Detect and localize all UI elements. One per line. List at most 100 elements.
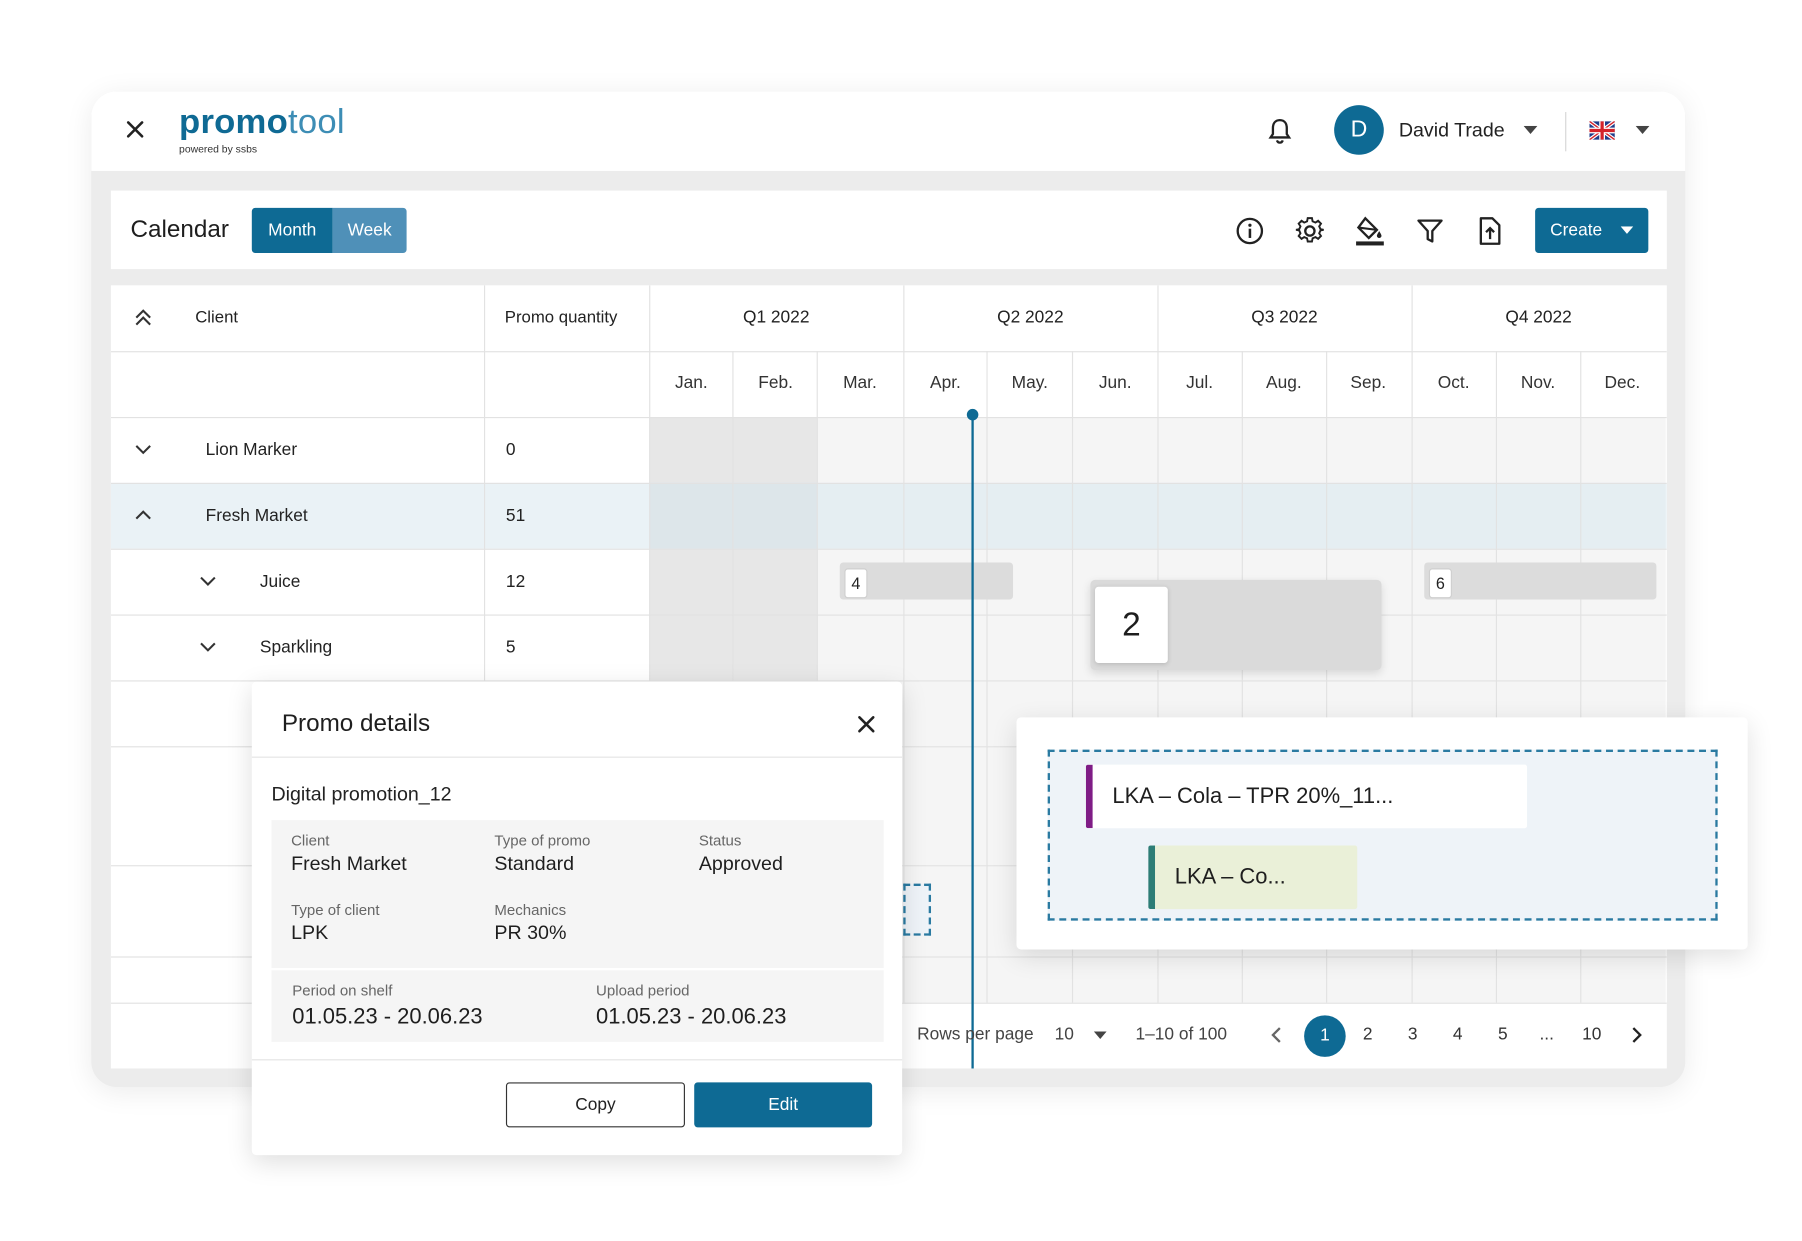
mechanics-label: Mechanics	[494, 900, 567, 919]
page-button[interactable]: 5	[1497, 1024, 1508, 1045]
promo-details-card: Promo details Digital promotion_12 Clien…	[251, 681, 903, 1156]
status-value: Approved	[698, 852, 783, 875]
dragged-promo-count: 2	[1095, 586, 1168, 664]
close-icon[interactable]	[126, 120, 144, 138]
row-qty-juice: 12	[505, 571, 526, 592]
quarter-q3: Q3 2022	[1251, 307, 1318, 327]
create-button-label: Create	[1550, 220, 1603, 241]
column-header-client[interactable]: Client	[195, 308, 239, 327]
rows-per-page-label: Rows per page	[917, 1024, 1034, 1045]
today-indicator-dot	[966, 408, 979, 421]
expand-chevron-down-icon[interactable]	[134, 440, 152, 458]
month-may: May.	[1011, 373, 1048, 393]
logo-text-light: tool	[287, 102, 345, 141]
past-months-shade	[649, 416, 818, 683]
create-button[interactable]: Create	[1535, 207, 1649, 253]
promo-drop-popover: LKA – Cola – TPR 20%_11... LKA – Co...	[1016, 717, 1748, 950]
chevron-down-icon[interactable]	[1523, 125, 1538, 135]
divider	[1565, 112, 1567, 152]
drop-zone[interactable]: LKA – Cola – TPR 20%_11... LKA – Co...	[1047, 749, 1718, 921]
bell-icon[interactable]	[1267, 117, 1292, 145]
language-chevron-icon[interactable]	[1635, 125, 1650, 135]
upload-period-label: Upload period	[596, 981, 690, 1000]
previous-page-icon[interactable]	[1268, 1026, 1284, 1044]
page-title: Calendar	[130, 216, 229, 243]
close-icon[interactable]	[857, 715, 875, 733]
row-qty-sparkling: 5	[505, 637, 516, 658]
promo-period-box: Period on shelf 01.05.23 - 20.06.23 Uplo…	[271, 970, 884, 1042]
divider	[251, 756, 903, 758]
dragged-promo-chip[interactable]: 2	[1090, 579, 1382, 670]
view-month-button[interactable]: Month	[251, 207, 333, 253]
period-on-shelf-label: Period on shelf	[292, 981, 393, 1000]
promo-info-box: Client Fresh Market Type of promo Standa…	[271, 820, 884, 968]
page-button[interactable]: 10	[1582, 1024, 1602, 1045]
month-jan: Jan.	[674, 373, 708, 393]
column-header-promo-quantity[interactable]: Promo quantity	[504, 308, 618, 327]
mechanics-value: PR 30%	[494, 921, 567, 944]
month-aug: Aug.	[1266, 373, 1302, 393]
period-on-shelf-value: 01.05.23 - 20.06.23	[292, 1004, 483, 1030]
edit-button[interactable]: Edit	[694, 1082, 873, 1128]
row-category-sparkling[interactable]: Sparkling	[259, 637, 333, 658]
expand-chevron-down-icon[interactable]	[199, 638, 217, 656]
calendar-toolbar: Calendar Month Week	[110, 190, 1667, 270]
row-client-fresh-market[interactable]: Fresh Market	[205, 505, 308, 526]
divider	[251, 1059, 903, 1061]
page-button-current[interactable]: 1	[1304, 1015, 1346, 1057]
gear-icon[interactable]	[1295, 216, 1325, 246]
promo-item[interactable]: LKA – Cola – TPR 20%_11...	[1085, 764, 1528, 829]
uk-flag-icon[interactable]	[1589, 121, 1615, 140]
logo-text-bold: promo	[179, 102, 288, 141]
header-divider	[110, 351, 1667, 353]
today-indicator	[971, 414, 974, 1069]
expand-chevron-down-icon[interactable]	[199, 572, 217, 590]
paint-bucket-icon[interactable]	[1355, 216, 1385, 246]
copy-button[interactable]: Copy	[505, 1082, 685, 1128]
filter-icon[interactable]	[1415, 216, 1445, 246]
month-jun: Jun.	[1098, 373, 1132, 393]
quarter-q2: Q2 2022	[997, 307, 1064, 327]
app-bar: promotool powered by ssbs D David Trade	[91, 91, 1686, 171]
promo-item[interactable]: LKA – Co...	[1148, 845, 1358, 910]
promo-bar[interactable]: 4	[839, 562, 1014, 600]
export-icon[interactable]	[1475, 216, 1505, 246]
past-highlight-shade	[649, 482, 818, 549]
rows-per-page-chevron-icon[interactable]	[1093, 1031, 1107, 1040]
type-of-promo-label: Type of promo	[494, 831, 591, 849]
upload-period-value: 01.05.23 - 20.06.23	[596, 1004, 787, 1030]
row-qty-lion-marker: 0	[505, 440, 516, 460]
user-name[interactable]: David Trade	[1398, 118, 1505, 141]
rows-per-page-select[interactable]: 10	[1054, 1024, 1074, 1045]
promo-bar[interactable]: 6	[1424, 562, 1657, 600]
client-value: Fresh Market	[291, 852, 407, 875]
month-sep: Sep.	[1350, 373, 1387, 393]
quarter-q1: Q1 2022	[742, 307, 810, 327]
page-button[interactable]: 2	[1362, 1024, 1373, 1045]
page-button[interactable]: 4	[1452, 1024, 1463, 1045]
collapse-chevron-up-icon[interactable]	[134, 506, 152, 524]
row-category-juice[interactable]: Juice	[259, 571, 301, 592]
month-mar: Mar.	[843, 373, 877, 393]
drop-placeholder	[903, 883, 932, 936]
logo: promotool powered by ssbs	[179, 105, 345, 155]
collapse-all-icon[interactable]	[134, 308, 152, 326]
row-client-lion-marker[interactable]: Lion Marker	[205, 440, 298, 460]
page-ellipsis: ...	[1539, 1024, 1554, 1045]
month-dec: Dec.	[1604, 373, 1641, 393]
info-icon[interactable]	[1235, 216, 1265, 246]
avatar[interactable]: D	[1334, 105, 1384, 155]
page-button[interactable]: 3	[1407, 1024, 1418, 1045]
logo-tagline: powered by ssbs	[179, 143, 258, 155]
next-page-icon[interactable]	[1629, 1026, 1645, 1044]
month-feb: Feb.	[758, 373, 793, 393]
pagination-range: 1–10 of 100	[1135, 1024, 1228, 1045]
row-qty-fresh-market: 51	[505, 505, 526, 526]
type-of-client-label: Type of client	[291, 900, 380, 919]
month-nov: Nov.	[1520, 373, 1556, 393]
type-of-promo-value: Standard	[494, 852, 575, 875]
month-apr: Apr.	[930, 373, 961, 393]
view-week-button[interactable]: Week	[332, 207, 407, 253]
promo-count-badge: 4	[844, 568, 868, 599]
status-label: Status	[698, 831, 742, 849]
